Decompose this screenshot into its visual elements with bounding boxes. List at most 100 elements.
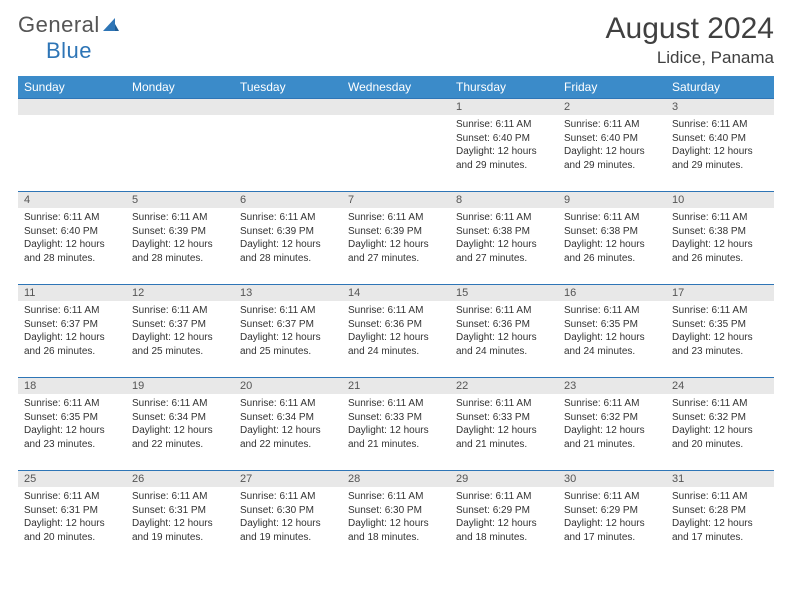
day-details: Sunrise: 6:11 AMSunset: 6:40 PMDaylight:…: [18, 208, 126, 268]
calendar-day-cell: 16Sunrise: 6:11 AMSunset: 6:35 PMDayligh…: [558, 285, 666, 378]
day-header: Wednesday: [342, 76, 450, 99]
day-number: 17: [666, 285, 774, 301]
day-number: 21: [342, 378, 450, 394]
calendar-day-cell: 5Sunrise: 6:11 AMSunset: 6:39 PMDaylight…: [126, 192, 234, 285]
calendar-day-cell: 31Sunrise: 6:11 AMSunset: 6:28 PMDayligh…: [666, 471, 774, 564]
calendar-day-cell: 27Sunrise: 6:11 AMSunset: 6:30 PMDayligh…: [234, 471, 342, 564]
day-number: 29: [450, 471, 558, 487]
day-number-empty: [126, 99, 234, 115]
day-details: Sunrise: 6:11 AMSunset: 6:32 PMDaylight:…: [558, 394, 666, 454]
day-header: Saturday: [666, 76, 774, 99]
calendar-week-row: 25Sunrise: 6:11 AMSunset: 6:31 PMDayligh…: [18, 471, 774, 564]
day-details: Sunrise: 6:11 AMSunset: 6:39 PMDaylight:…: [342, 208, 450, 268]
day-details: Sunrise: 6:11 AMSunset: 6:39 PMDaylight:…: [126, 208, 234, 268]
day-number: 9: [558, 192, 666, 208]
calendar-day-cell: 2Sunrise: 6:11 AMSunset: 6:40 PMDaylight…: [558, 99, 666, 192]
day-details: Sunrise: 6:11 AMSunset: 6:35 PMDaylight:…: [18, 394, 126, 454]
calendar-day-cell: 10Sunrise: 6:11 AMSunset: 6:38 PMDayligh…: [666, 192, 774, 285]
day-number: 14: [342, 285, 450, 301]
day-number: 18: [18, 378, 126, 394]
logo-blue: Blue: [46, 38, 92, 63]
day-details: Sunrise: 6:11 AMSunset: 6:28 PMDaylight:…: [666, 487, 774, 547]
month-title: August 2024: [606, 12, 774, 46]
day-number-empty: [18, 99, 126, 115]
calendar-day-cell: 30Sunrise: 6:11 AMSunset: 6:29 PMDayligh…: [558, 471, 666, 564]
day-details: Sunrise: 6:11 AMSunset: 6:33 PMDaylight:…: [450, 394, 558, 454]
day-details: Sunrise: 6:11 AMSunset: 6:30 PMDaylight:…: [234, 487, 342, 547]
calendar-week-row: 11Sunrise: 6:11 AMSunset: 6:37 PMDayligh…: [18, 285, 774, 378]
day-number: 26: [126, 471, 234, 487]
calendar-day-cell: [18, 99, 126, 192]
calendar-day-cell: 4Sunrise: 6:11 AMSunset: 6:40 PMDaylight…: [18, 192, 126, 285]
day-header: Tuesday: [234, 76, 342, 99]
day-header: Sunday: [18, 76, 126, 99]
calendar-day-cell: 8Sunrise: 6:11 AMSunset: 6:38 PMDaylight…: [450, 192, 558, 285]
calendar-day-cell: 29Sunrise: 6:11 AMSunset: 6:29 PMDayligh…: [450, 471, 558, 564]
logo: General Blue: [18, 12, 120, 64]
day-number-empty: [234, 99, 342, 115]
day-number: 12: [126, 285, 234, 301]
calendar-week-row: 4Sunrise: 6:11 AMSunset: 6:40 PMDaylight…: [18, 192, 774, 285]
calendar-day-cell: [342, 99, 450, 192]
calendar-day-cell: 25Sunrise: 6:11 AMSunset: 6:31 PMDayligh…: [18, 471, 126, 564]
calendar-day-cell: [126, 99, 234, 192]
calendar-day-cell: 26Sunrise: 6:11 AMSunset: 6:31 PMDayligh…: [126, 471, 234, 564]
calendar-day-cell: 1Sunrise: 6:11 AMSunset: 6:40 PMDaylight…: [450, 99, 558, 192]
day-details: Sunrise: 6:11 AMSunset: 6:30 PMDaylight:…: [342, 487, 450, 547]
calendar-day-cell: 6Sunrise: 6:11 AMSunset: 6:39 PMDaylight…: [234, 192, 342, 285]
day-details: Sunrise: 6:11 AMSunset: 6:31 PMDaylight:…: [126, 487, 234, 547]
day-number: 15: [450, 285, 558, 301]
logo-general: General: [18, 12, 100, 37]
day-number: 20: [234, 378, 342, 394]
day-number: 2: [558, 99, 666, 115]
calendar-day-cell: 20Sunrise: 6:11 AMSunset: 6:34 PMDayligh…: [234, 378, 342, 471]
day-header: Monday: [126, 76, 234, 99]
day-details: Sunrise: 6:11 AMSunset: 6:29 PMDaylight:…: [558, 487, 666, 547]
day-details: Sunrise: 6:11 AMSunset: 6:40 PMDaylight:…: [666, 115, 774, 175]
day-details: Sunrise: 6:11 AMSunset: 6:37 PMDaylight:…: [234, 301, 342, 361]
day-details: Sunrise: 6:11 AMSunset: 6:40 PMDaylight:…: [450, 115, 558, 175]
day-details: Sunrise: 6:11 AMSunset: 6:31 PMDaylight:…: [18, 487, 126, 547]
calendar-day-cell: 15Sunrise: 6:11 AMSunset: 6:36 PMDayligh…: [450, 285, 558, 378]
calendar-day-cell: 12Sunrise: 6:11 AMSunset: 6:37 PMDayligh…: [126, 285, 234, 378]
location: Lidice, Panama: [606, 48, 774, 68]
day-number: 3: [666, 99, 774, 115]
day-details: Sunrise: 6:11 AMSunset: 6:34 PMDaylight:…: [126, 394, 234, 454]
day-number: 8: [450, 192, 558, 208]
calendar-day-cell: 18Sunrise: 6:11 AMSunset: 6:35 PMDayligh…: [18, 378, 126, 471]
day-details: Sunrise: 6:11 AMSunset: 6:39 PMDaylight:…: [234, 208, 342, 268]
day-details: Sunrise: 6:11 AMSunset: 6:37 PMDaylight:…: [18, 301, 126, 361]
day-number: 22: [450, 378, 558, 394]
calendar-day-cell: 14Sunrise: 6:11 AMSunset: 6:36 PMDayligh…: [342, 285, 450, 378]
day-details: Sunrise: 6:11 AMSunset: 6:32 PMDaylight:…: [666, 394, 774, 454]
calendar-day-cell: 22Sunrise: 6:11 AMSunset: 6:33 PMDayligh…: [450, 378, 558, 471]
day-number-empty: [342, 99, 450, 115]
calendar-day-cell: 24Sunrise: 6:11 AMSunset: 6:32 PMDayligh…: [666, 378, 774, 471]
day-number: 19: [126, 378, 234, 394]
day-header: Friday: [558, 76, 666, 99]
day-number: 27: [234, 471, 342, 487]
day-number: 7: [342, 192, 450, 208]
calendar-body: 1Sunrise: 6:11 AMSunset: 6:40 PMDaylight…: [18, 99, 774, 564]
day-number: 23: [558, 378, 666, 394]
day-details: Sunrise: 6:11 AMSunset: 6:34 PMDaylight:…: [234, 394, 342, 454]
day-details: Sunrise: 6:11 AMSunset: 6:33 PMDaylight:…: [342, 394, 450, 454]
calendar-day-cell: 28Sunrise: 6:11 AMSunset: 6:30 PMDayligh…: [342, 471, 450, 564]
calendar-day-cell: 9Sunrise: 6:11 AMSunset: 6:38 PMDaylight…: [558, 192, 666, 285]
day-number: 31: [666, 471, 774, 487]
calendar-table: Sunday Monday Tuesday Wednesday Thursday…: [18, 76, 774, 564]
calendar-day-cell: 3Sunrise: 6:11 AMSunset: 6:40 PMDaylight…: [666, 99, 774, 192]
calendar-day-cell: 17Sunrise: 6:11 AMSunset: 6:35 PMDayligh…: [666, 285, 774, 378]
logo-sail-icon: [102, 12, 120, 38]
day-number: 28: [342, 471, 450, 487]
calendar-day-cell: 13Sunrise: 6:11 AMSunset: 6:37 PMDayligh…: [234, 285, 342, 378]
title-block: August 2024 Lidice, Panama: [606, 12, 774, 68]
header: General Blue August 2024 Lidice, Panama: [18, 12, 774, 68]
day-details: Sunrise: 6:11 AMSunset: 6:36 PMDaylight:…: [450, 301, 558, 361]
day-details: Sunrise: 6:11 AMSunset: 6:35 PMDaylight:…: [558, 301, 666, 361]
day-details: Sunrise: 6:11 AMSunset: 6:38 PMDaylight:…: [450, 208, 558, 268]
day-number: 10: [666, 192, 774, 208]
day-number: 24: [666, 378, 774, 394]
calendar-day-cell: 23Sunrise: 6:11 AMSunset: 6:32 PMDayligh…: [558, 378, 666, 471]
day-details: Sunrise: 6:11 AMSunset: 6:36 PMDaylight:…: [342, 301, 450, 361]
